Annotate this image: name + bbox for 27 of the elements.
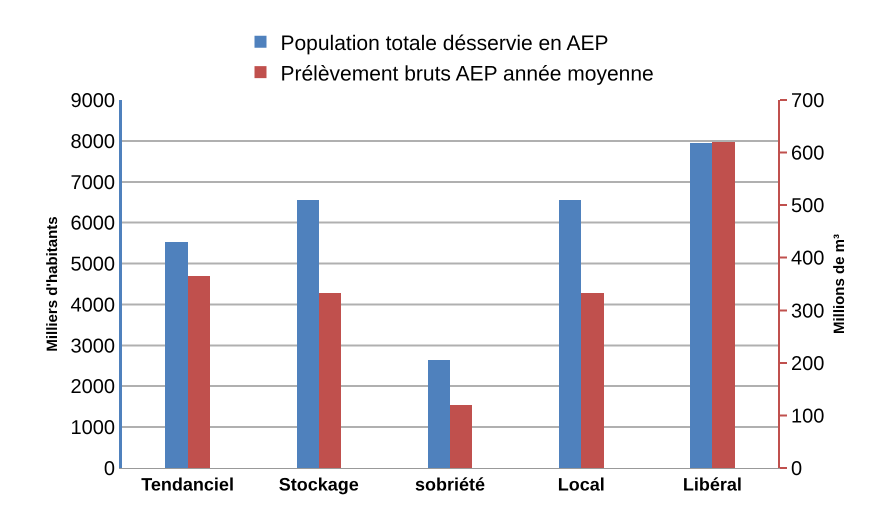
x-tick-label: Tendanciel <box>141 474 234 495</box>
y-tick-label: 8000 <box>70 130 115 153</box>
y2-tick-label: 200 <box>791 352 824 375</box>
y2-tick-label: 0 <box>791 458 802 480</box>
y-tick-label: 5000 <box>70 254 115 276</box>
y-tick-label: 4000 <box>70 294 115 316</box>
y2-tick-label: 700 <box>791 90 824 112</box>
y-tick-label: 2000 <box>70 376 115 398</box>
y2-axis-title: Millions de m³ <box>830 234 848 334</box>
y-tick-label: 0 <box>104 458 115 480</box>
x-tick-label: Libéral <box>682 474 742 495</box>
y-axis-title: Milliers d'habitants <box>44 216 61 352</box>
y2-tick-label: 100 <box>791 405 824 428</box>
x-tick-label: Local <box>558 474 605 495</box>
x-tick-label: sobriété <box>414 474 486 495</box>
legend-label: Prélèvement bruts AEP année moyenne <box>280 62 654 86</box>
x-tick-label: Stockage <box>278 474 359 495</box>
y-tick-label: 3000 <box>70 335 115 358</box>
y2-tick-label: 600 <box>791 142 824 165</box>
y-tick-label: 1000 <box>70 417 115 440</box>
y2-tick-label: 500 <box>791 195 824 218</box>
y2-tick-label: 400 <box>791 248 824 270</box>
y-tick-label: 7000 <box>70 172 115 194</box>
y-tick-label: 9000 <box>70 90 115 112</box>
y2-tick-label: 300 <box>791 300 824 322</box>
y-tick-label: 6000 <box>70 212 115 235</box>
legend-label: Population totale désservie en AEP <box>280 32 609 55</box>
